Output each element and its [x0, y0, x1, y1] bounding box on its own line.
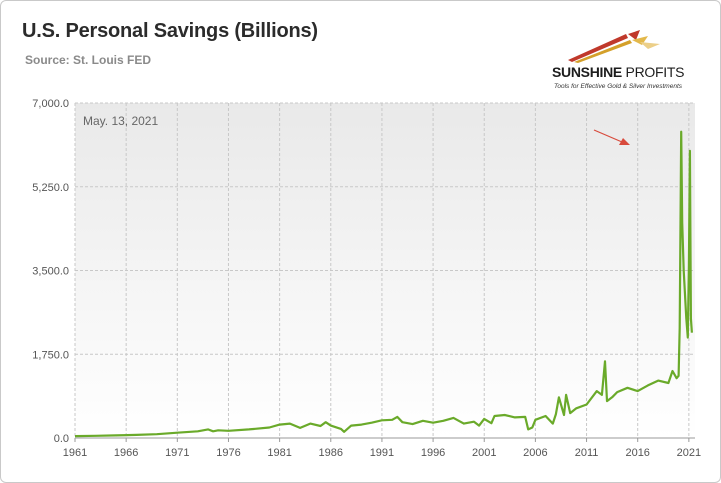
x-tick-label: 2011: [575, 447, 599, 459]
x-axis-ticks: 1961 1966 1971 1976 1981 1986 1991 1996 2001 2006…: [63, 438, 701, 459]
y-tick-label: 3,500.0: [32, 266, 69, 278]
arrow-annotation: [593, 129, 630, 145]
x-tick-label: 1966: [114, 447, 138, 459]
y-tick-label: 0.0: [54, 433, 69, 445]
chart-title: U.S. Personal Savings (Billions): [22, 20, 318, 42]
x-tick-label: 1981: [267, 447, 291, 459]
x-tick-label: 2021: [677, 447, 701, 459]
x-tick-label: 2001: [472, 447, 496, 459]
y-tick-label: 5,250.0: [32, 182, 69, 194]
x-tick-label: 2016: [625, 447, 649, 459]
x-tick-label: 1961: [63, 447, 87, 459]
y-axis-ticks: 0.0 1,750.0 3,500.0 5,250.0 7,000.0: [32, 98, 69, 445]
y-tick-label: 7,000.0: [32, 98, 69, 110]
logo-wordmark: SUNSHINE PROFITS: [552, 64, 684, 80]
logo-tagline: Tools for Effective Gold & Silver Invest…: [554, 83, 683, 90]
x-tick-label: 1971: [165, 447, 189, 459]
chart-source: Source: St. Louis FED: [25, 53, 152, 67]
x-tick-label: 1996: [421, 447, 445, 459]
sunshine-profits-logo: SUNSHINE PROFITS Tools for Effective Gol…: [548, 28, 698, 98]
sun-rays-icon: [568, 30, 660, 63]
x-tick-label: 1976: [216, 447, 240, 459]
x-tick-label: 2006: [523, 447, 547, 459]
x-tick-label: 1986: [319, 447, 343, 459]
logo-name-bold: SUNSHINE: [552, 64, 622, 80]
x-tick-label: 1991: [370, 447, 394, 459]
y-tick-label: 1,750.0: [32, 349, 69, 361]
savings-series-line: [74, 130, 693, 438]
logo-name-light: PROFITS: [621, 64, 685, 80]
date-annotation: May. 13, 2021: [83, 114, 158, 128]
